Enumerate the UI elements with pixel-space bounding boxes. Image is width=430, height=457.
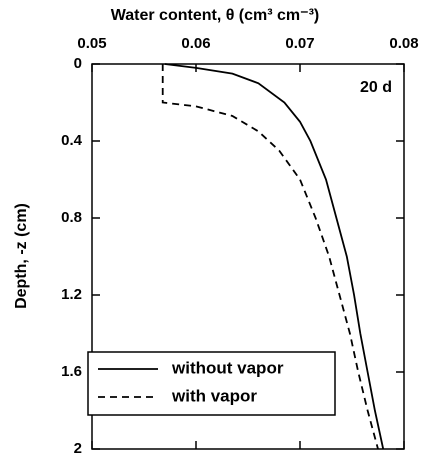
y-axis-label: Depth, -z (cm) [13,203,30,309]
y-tick-label: 0.4 [61,132,83,149]
y-tick-label: 0 [74,55,82,72]
y-tick-label: 0.8 [61,209,82,226]
y-tick-label: 1.2 [61,286,82,303]
legend-label: without vapor [171,358,284,377]
y-tick-label: 2 [74,440,82,457]
x-tick-label: 0.08 [389,35,418,52]
series-line [161,64,379,450]
x-axis-label: Water content, θ (cm³ cm⁻³) [111,7,320,24]
x-tick-label: 0.05 [77,35,106,52]
y-tick-label: 1.6 [61,363,82,380]
x-tick-label: 0.07 [285,35,314,52]
annotation: 20 d [360,79,392,96]
legend-label: with vapor [171,386,257,405]
series-line [164,63,385,450]
x-tick-label: 0.06 [181,35,210,52]
plot-frame [91,63,405,450]
legend-box [87,351,336,416]
